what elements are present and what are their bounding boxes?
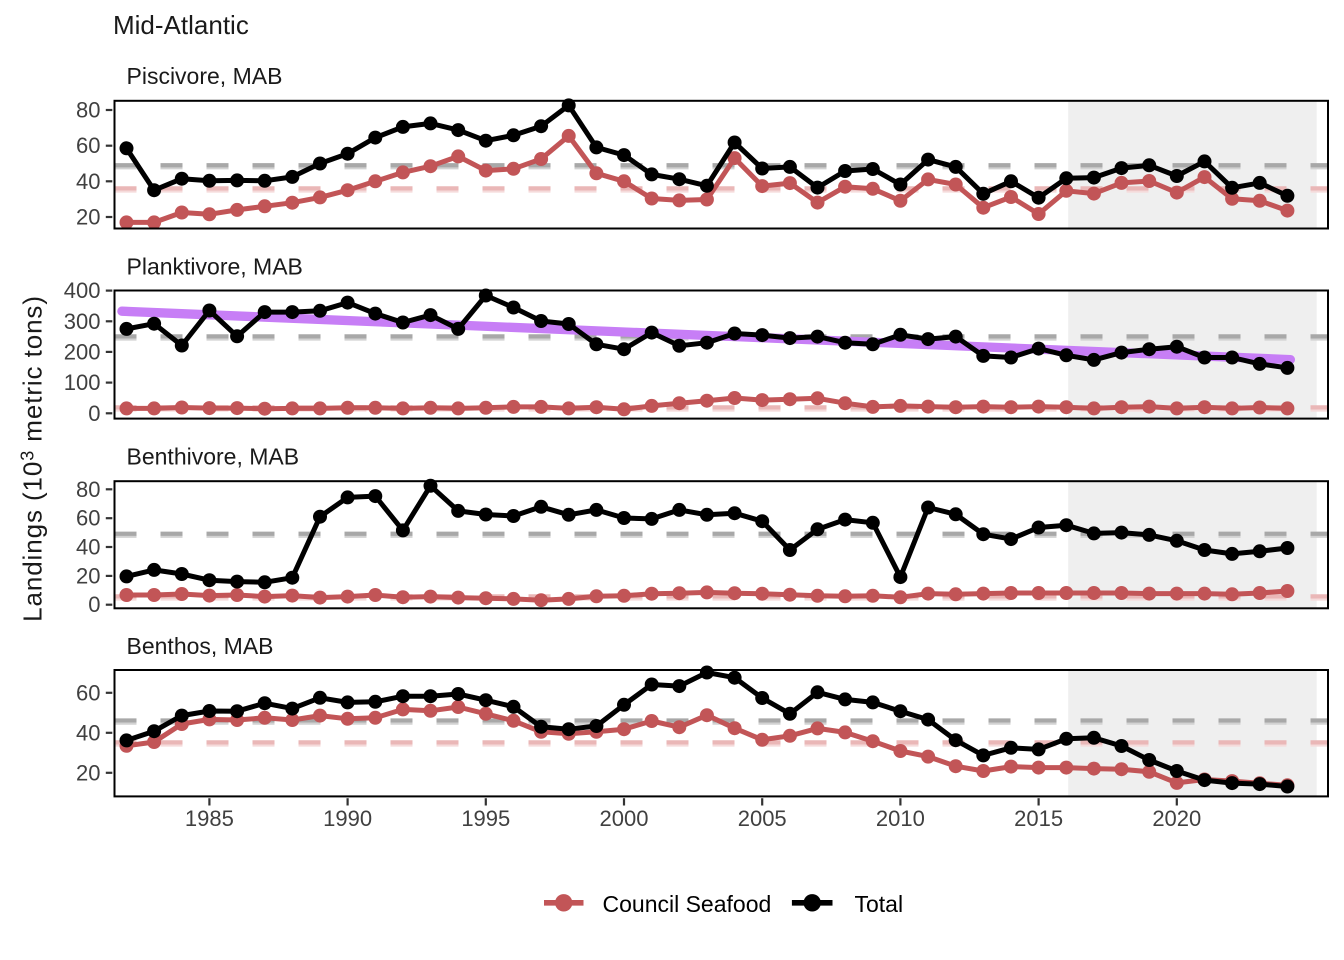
- svg-text:2005: 2005: [738, 806, 787, 831]
- svg-text:1995: 1995: [461, 806, 510, 831]
- svg-text:0: 0: [88, 401, 100, 426]
- svg-text:2000: 2000: [600, 806, 649, 831]
- svg-text:80: 80: [76, 477, 100, 502]
- svg-text:2010: 2010: [876, 806, 925, 831]
- svg-text:1990: 1990: [323, 806, 372, 831]
- svg-text:20: 20: [76, 563, 100, 588]
- svg-text:40: 40: [76, 169, 100, 194]
- svg-text:Piscivore, MAB: Piscivore, MAB: [127, 63, 283, 89]
- svg-text:Benthivore, MAB: Benthivore, MAB: [127, 444, 300, 470]
- svg-text:200: 200: [64, 339, 101, 364]
- svg-text:100: 100: [64, 370, 101, 395]
- svg-text:300: 300: [64, 309, 101, 334]
- svg-text:2015: 2015: [1014, 806, 1063, 831]
- svg-text:40: 40: [76, 720, 100, 745]
- svg-text:Planktivore, MAB: Planktivore, MAB: [127, 254, 303, 280]
- svg-text:60: 60: [76, 506, 100, 531]
- svg-text:60: 60: [76, 133, 100, 158]
- svg-text:20: 20: [76, 760, 100, 785]
- svg-text:400: 400: [64, 278, 101, 303]
- svg-text:0: 0: [88, 592, 100, 617]
- svg-text:2020: 2020: [1152, 806, 1201, 831]
- svg-text:20: 20: [76, 204, 100, 229]
- svg-text:60: 60: [76, 680, 100, 705]
- svg-text:1985: 1985: [185, 806, 234, 831]
- svg-text:40: 40: [76, 534, 100, 559]
- svg-text:Total: Total: [855, 891, 904, 917]
- svg-text:Mid-Atlantic: Mid-Atlantic: [113, 10, 249, 40]
- svg-text:80: 80: [76, 97, 100, 122]
- svg-text:Benthos, MAB: Benthos, MAB: [127, 633, 274, 659]
- svg-text:Council Seafood: Council Seafood: [603, 891, 772, 917]
